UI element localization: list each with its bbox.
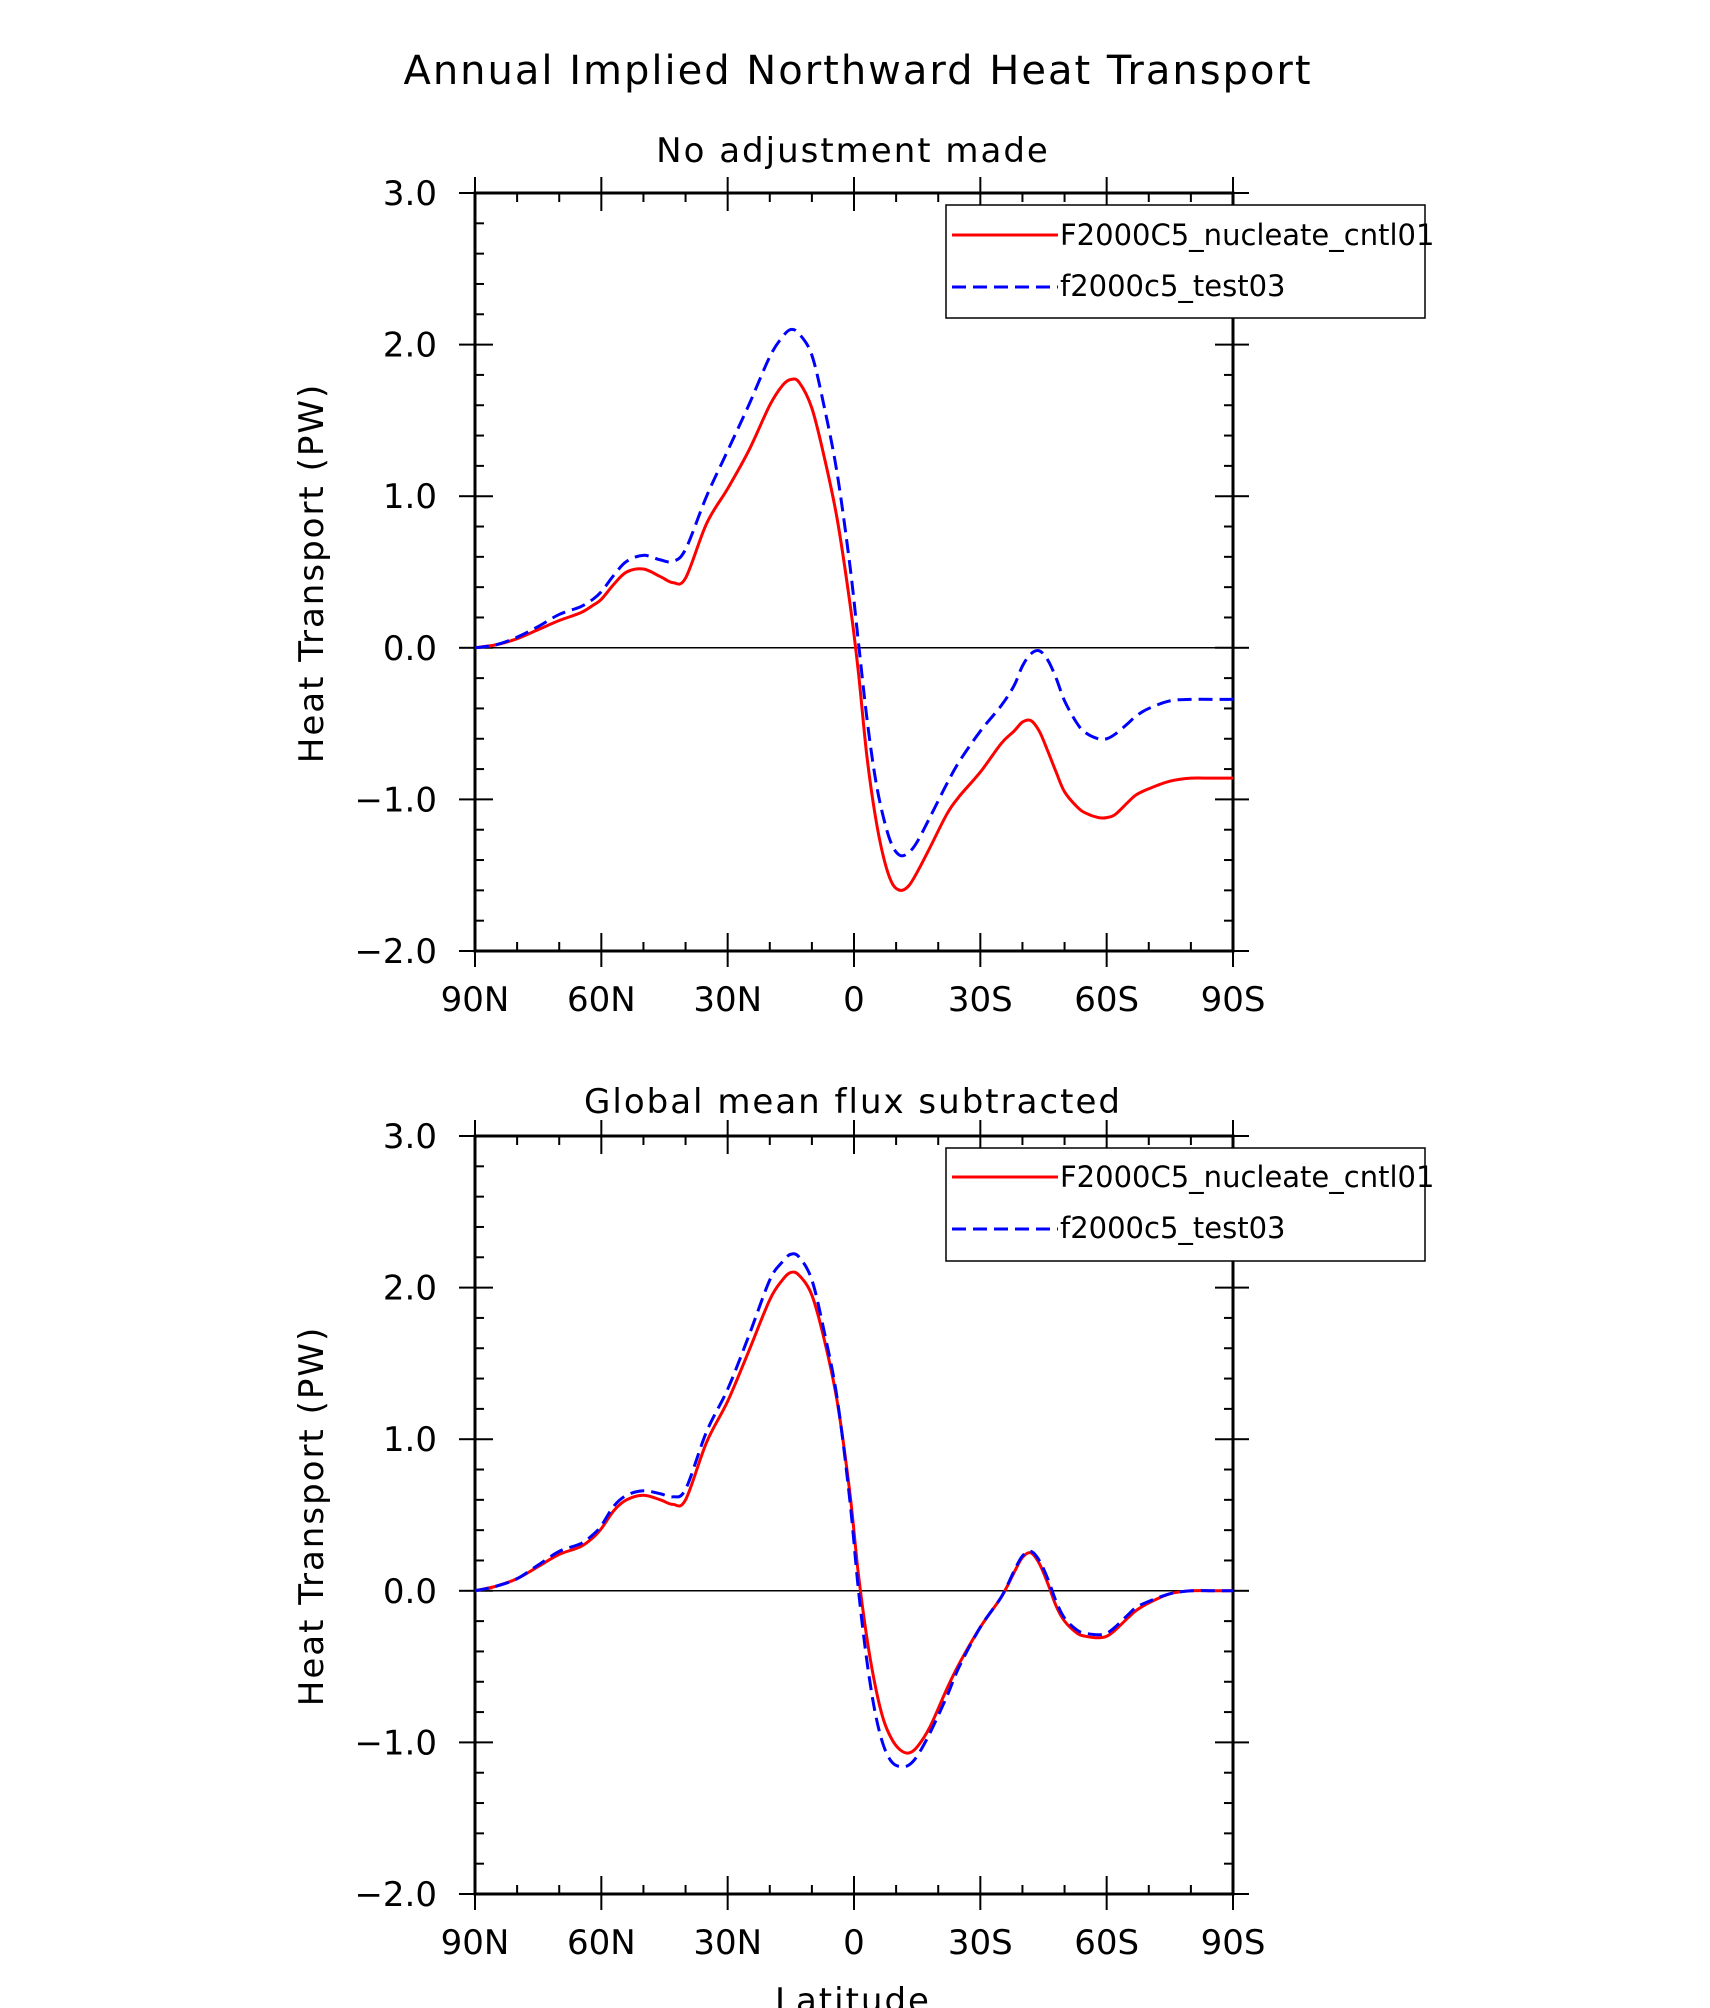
y-tick-label: 3.0 <box>383 174 437 214</box>
panel-title: No adjustment made <box>656 131 1050 171</box>
series-line-test03 <box>474 327 1233 858</box>
y-tick-label: 2.0 <box>383 1269 437 1309</box>
y-tick-labels: −2.0 −1.0 0.0 1.0 2.0 3.0 <box>354 1117 437 1915</box>
figure-title: Annual Implied Northward Heat Transport <box>403 48 1312 94</box>
legend-label-cntl01: F2000C5_nucleate_cntl01 <box>1060 218 1434 252</box>
x-tick-label: 30N <box>693 980 762 1020</box>
x-tick-label: 90N <box>441 1923 510 1963</box>
series-lines <box>474 327 1233 892</box>
y-tick-label: 3.0 <box>383 1117 437 1157</box>
legend: F2000C5_nucleate_cntl01 f2000c5_test03 <box>945 1147 1434 1262</box>
panel-no-adjustment: No adjustment made Heat Transport (PW) −… <box>292 131 1434 1020</box>
x-tick-label: 60S <box>1074 980 1139 1020</box>
axis-ticks <box>459 1120 1249 1910</box>
y-tick-label: 0.0 <box>383 629 437 669</box>
series-lines <box>474 1252 1233 1769</box>
panel-global-mean-subtracted: Global mean flux subtracted Heat Transpo… <box>292 1082 1434 1963</box>
x-tick-label: 30S <box>948 980 1013 1020</box>
y-tick-label: −2.0 <box>354 932 437 972</box>
x-tick-labels: 90N 60N 30N 0 30S 60S 90S <box>441 980 1266 1020</box>
y-axis-label: Heat Transport (PW) <box>292 383 332 763</box>
x-tick-label: 60S <box>1074 1923 1139 1963</box>
y-tick-label: −1.0 <box>354 1723 437 1763</box>
x-tick-label: 30N <box>693 1923 762 1963</box>
legend-box <box>945 204 1426 319</box>
series-line-cntl01 <box>474 377 1233 892</box>
y-axis-label: Heat Transport (PW) <box>292 1326 332 1706</box>
legend-box <box>945 1147 1426 1262</box>
x-tick-label: 0 <box>843 1923 865 1963</box>
x-axis-label: Latitude <box>775 1981 931 2008</box>
y-tick-label: 1.0 <box>383 1420 437 1460</box>
legend-label-test03: f2000c5_test03 <box>1060 1211 1286 1245</box>
x-tick-label: 30S <box>948 1923 1013 1963</box>
legend: F2000C5_nucleate_cntl01 f2000c5_test03 <box>945 204 1434 319</box>
axis-ticks <box>459 177 1249 967</box>
y-tick-label: 1.0 <box>383 477 437 517</box>
x-tick-label: 90N <box>441 980 510 1020</box>
legend-label-test03: f2000c5_test03 <box>1060 269 1286 303</box>
series-line-cntl01 <box>474 1270 1233 1755</box>
x-tick-label: 0 <box>843 980 865 1020</box>
y-tick-label: −1.0 <box>354 780 437 820</box>
x-tick-label: 90S <box>1201 980 1266 1020</box>
x-tick-labels: 90N 60N 30N 0 30S 60S 90S <box>441 1923 1266 1963</box>
x-tick-label: 60N <box>567 1923 636 1963</box>
x-tick-label: 60N <box>567 980 636 1020</box>
y-tick-labels: −2.0 −1.0 0.0 1.0 2.0 3.0 <box>354 174 437 972</box>
y-tick-label: 2.0 <box>383 326 437 366</box>
y-tick-label: −2.0 <box>354 1875 437 1915</box>
legend-label-cntl01: F2000C5_nucleate_cntl01 <box>1060 1160 1434 1194</box>
panel-title: Global mean flux subtracted <box>584 1082 1122 1122</box>
x-tick-label: 90S <box>1201 1923 1266 1963</box>
series-line-test03 <box>474 1252 1233 1769</box>
y-tick-label: 0.0 <box>383 1572 437 1612</box>
